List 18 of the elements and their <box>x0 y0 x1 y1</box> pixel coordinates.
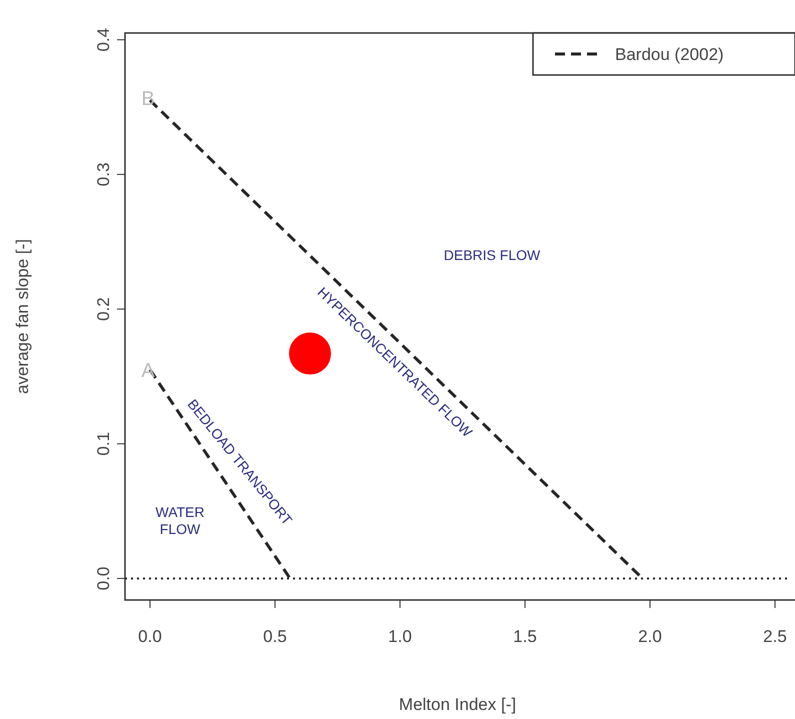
y-tick-label: 0.0 <box>94 566 113 590</box>
annotation: DEBRIS FLOW <box>444 247 542 263</box>
x-tick-label: 2.5 <box>763 627 787 646</box>
legend-label: Bardou (2002) <box>615 45 724 64</box>
x-tick-label: 0.5 <box>263 627 287 646</box>
annotation: WATER FLOW <box>156 504 204 537</box>
y-axis-title: average fan slope [-] <box>13 239 32 394</box>
annotation: B <box>141 88 155 110</box>
annotation: A <box>141 360 156 382</box>
x-tick-label: 1.0 <box>388 627 412 646</box>
x-tick-label: 0.0 <box>138 627 162 646</box>
y-tick-label: 0.1 <box>94 432 113 456</box>
y-tick-label: 0.3 <box>94 162 113 186</box>
y-tick-label: 0.4 <box>94 28 113 52</box>
x-tick-label: 2.0 <box>638 627 662 646</box>
x-tick-label: 1.5 <box>513 627 537 646</box>
x-axis-title: Melton Index [-] <box>398 695 516 714</box>
y-tick-label: 0.2 <box>94 297 113 321</box>
